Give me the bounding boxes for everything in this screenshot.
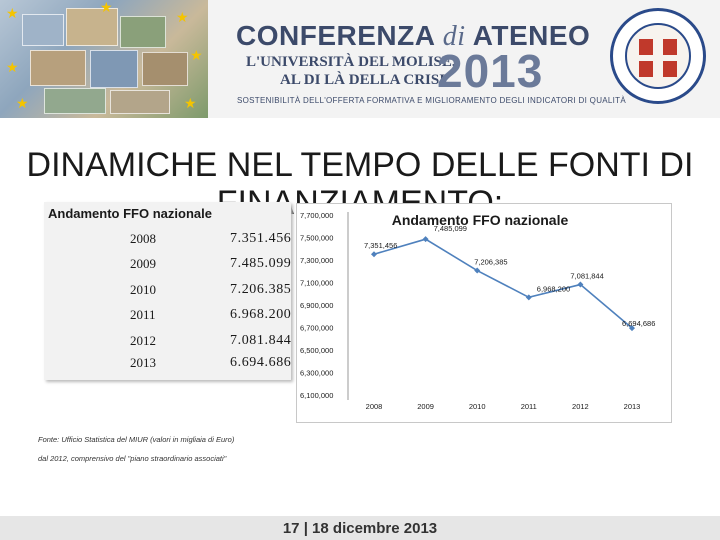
table-cell-year: 2008: [130, 231, 156, 246]
table-cell-value: 6.694.686: [230, 355, 292, 370]
footer-dates: 17 | 18 dicembre 2013: [282, 520, 438, 537]
source-line-2: dal 2012, comprensivo del "piano straord…: [38, 454, 227, 463]
conference-year: 2013: [437, 45, 544, 97]
table-row: 2009 7.485.099: [44, 256, 291, 278]
source-line-1: Fonte: Ufficio Statistica del MIUR (valo…: [38, 435, 235, 444]
photo-collage: ★ ★ ★ ★ ★ ★ ★: [0, 0, 208, 118]
conference-subtitle-line1: L'UNIVERSITÀ DEL MOLISE,: [246, 54, 456, 70]
table-cell-value: 7.206.385: [230, 282, 292, 297]
ffo-table: [44, 202, 291, 380]
table-row: 2011 6.968.200: [44, 307, 291, 329]
table-cell-year: 2009: [130, 256, 156, 271]
conference-subtitle-line2: AL DI LÀ DELLA CRISI: [280, 72, 446, 88]
conference-title: CONFERENZA di ATENEO: [236, 20, 591, 52]
ffo-chart-frame: [296, 203, 672, 423]
university-seal-icon: [610, 8, 706, 104]
table-cell-year: 2010: [130, 282, 156, 297]
star-icon: ★: [100, 0, 113, 15]
source-note: Fonte: Ufficio Statistica del MIUR (valo…: [38, 430, 234, 468]
table-row: 2013 6.694.686: [44, 355, 291, 377]
star-icon: ★: [190, 47, 203, 63]
star-icon: ★: [6, 5, 19, 21]
star-icon: ★: [176, 9, 189, 25]
star-icon: ★: [16, 95, 29, 111]
star-icon: ★: [6, 59, 19, 75]
table-cell-year: 2013: [130, 355, 156, 370]
table-cell-value: 7.081.844: [230, 333, 292, 348]
table-row: 2008 7.351.456: [44, 231, 291, 253]
table-cell-value: 6.968.200: [230, 307, 292, 322]
table-row: 2010 7.206.385: [44, 282, 291, 304]
table-cell-value: 7.351.456: [230, 231, 292, 246]
table-row: 2012 7.081.844: [44, 333, 291, 355]
table-title: Andamento FFO nazionale: [48, 206, 212, 221]
table-cell-year: 2011: [130, 307, 156, 322]
conference-tagline: SOSTENIBILITÀ DELL'OFFERTA FORMATIVA E M…: [237, 96, 626, 105]
star-icon: ★: [184, 95, 197, 111]
footer-bar: [0, 516, 720, 540]
table-cell-value: 7.485.099: [230, 256, 292, 271]
table-cell-year: 2012: [130, 333, 156, 348]
